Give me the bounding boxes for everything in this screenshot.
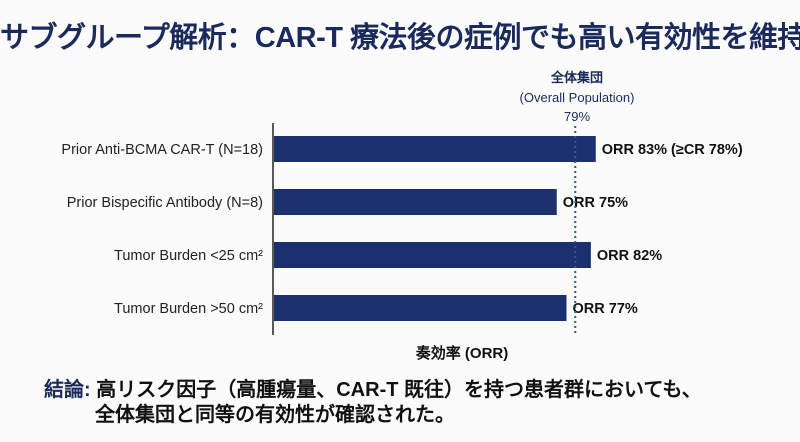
- category-label: Tumor Burden <25 cm²: [114, 248, 263, 264]
- x-axis-label: 奏効率 (ORR): [415, 344, 509, 362]
- conclusion-line-2: 全体集団と同等の有効性が確認された。: [95, 404, 455, 426]
- reference-label-value: 79%: [564, 109, 590, 124]
- conclusion-label: 結論:: [44, 379, 91, 401]
- reference-label-ja: 全体集団: [550, 70, 603, 85]
- data-label: ORR 75%: [563, 195, 628, 211]
- category-label: Tumor Burden >50 cm²: [114, 301, 263, 317]
- category-label: Prior Anti-BCMA CAR-T (N=18): [61, 142, 263, 158]
- data-label: ORR 82%: [597, 248, 662, 264]
- conclusion: 結論: 高リスク因子（高腫瘍量、CAR-T 既往）を持つ患者群においても、 全体…: [44, 378, 702, 428]
- bar: [274, 295, 567, 321]
- bar: [274, 242, 591, 268]
- orr-bar-chart: 全体集団 (Overall Population) 79% 奏効率 (ORR) …: [61, 70, 743, 362]
- data-label: ORR 83% (≥CR 78%): [602, 142, 743, 158]
- bar: [274, 189, 557, 215]
- page-title: サブグループ解析：CAR-T 療法後の症例でも高い有効性を維持: [0, 22, 800, 54]
- conclusion-line-1: 高リスク因子（高腫瘍量、CAR-T 既往）を持つ患者群においても、: [96, 379, 702, 401]
- category-label: Prior Bispecific Antibody (N=8): [67, 195, 263, 211]
- data-label: ORR 77%: [573, 301, 638, 317]
- reference-label-en: (Overall Population): [520, 90, 635, 105]
- bar: [274, 136, 596, 162]
